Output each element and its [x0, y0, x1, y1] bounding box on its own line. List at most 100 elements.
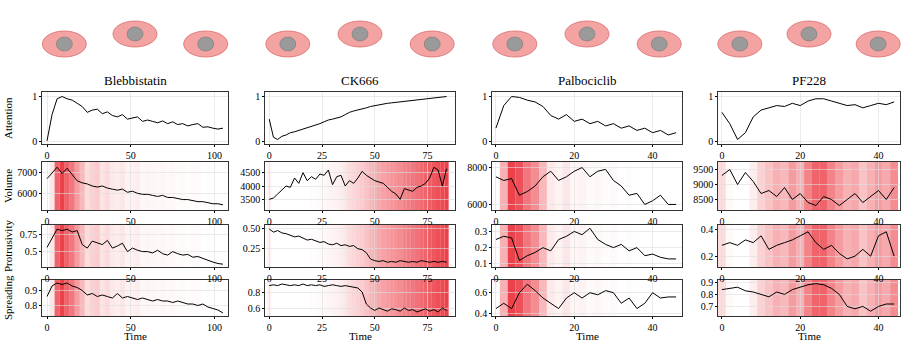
- svg-text:0: 0: [45, 322, 50, 333]
- svg-text:4500: 4500: [240, 167, 260, 178]
- svg-text:0.1: 0.1: [475, 258, 488, 269]
- svg-text:6000: 6000: [17, 188, 37, 199]
- svg-text:75: 75: [423, 150, 433, 161]
- svg-text:50: 50: [126, 216, 136, 227]
- svg-text:0: 0: [482, 136, 487, 147]
- svg-text:7000: 7000: [17, 167, 37, 178]
- svg-text:25: 25: [317, 322, 327, 333]
- svg-text:8500: 8500: [693, 194, 713, 205]
- svg-text:1: 1: [255, 91, 260, 102]
- svg-text:100: 100: [207, 322, 222, 333]
- svg-text:50: 50: [126, 322, 136, 333]
- svg-text:0: 0: [493, 322, 498, 333]
- svg-text:Time: Time: [124, 330, 147, 342]
- svg-text:0.5: 0.5: [25, 246, 38, 257]
- svg-text:25: 25: [317, 150, 327, 161]
- svg-text:0.9: 0.9: [701, 277, 714, 288]
- svg-text:100: 100: [207, 273, 222, 284]
- svg-text:75: 75: [423, 216, 433, 227]
- svg-text:40: 40: [873, 216, 883, 227]
- svg-text:25: 25: [317, 216, 327, 227]
- svg-text:Time: Time: [798, 330, 821, 342]
- svg-text:Attention: Attention: [2, 97, 14, 139]
- svg-text:0: 0: [493, 273, 498, 284]
- svg-text:1: 1: [708, 91, 713, 102]
- svg-text:PF228: PF228: [792, 73, 826, 88]
- svg-text:0.6: 0.6: [248, 303, 261, 314]
- svg-text:0: 0: [267, 322, 272, 333]
- svg-text:50: 50: [126, 273, 136, 284]
- svg-text:3500: 3500: [240, 194, 260, 205]
- svg-text:1: 1: [32, 91, 37, 102]
- svg-text:0.50: 0.50: [243, 223, 261, 234]
- svg-text:0: 0: [719, 216, 724, 227]
- svg-text:0.3: 0.3: [475, 226, 488, 237]
- svg-text:0.2: 0.2: [701, 251, 714, 262]
- svg-text:0.8: 0.8: [248, 287, 261, 298]
- svg-text:50: 50: [370, 150, 380, 161]
- svg-text:0: 0: [45, 273, 50, 284]
- svg-text:0: 0: [493, 216, 498, 227]
- svg-text:20: 20: [569, 322, 579, 333]
- svg-text:9000: 9000: [693, 179, 713, 190]
- svg-text:50: 50: [370, 322, 380, 333]
- svg-text:0.7: 0.7: [701, 301, 714, 312]
- svg-text:0: 0: [255, 136, 260, 147]
- svg-text:100: 100: [207, 150, 222, 161]
- svg-text:20: 20: [795, 150, 805, 161]
- svg-text:0.6: 0.6: [475, 287, 488, 298]
- svg-text:40: 40: [648, 273, 658, 284]
- svg-text:0: 0: [719, 273, 724, 284]
- svg-text:8000: 8000: [467, 162, 487, 173]
- svg-text:20: 20: [795, 273, 805, 284]
- svg-text:25: 25: [317, 273, 327, 284]
- svg-text:0: 0: [719, 150, 724, 161]
- svg-text:Time: Time: [349, 330, 372, 342]
- svg-text:Protrusivity: Protrusivity: [2, 220, 14, 272]
- svg-text:75: 75: [423, 273, 433, 284]
- svg-text:Palbociclib: Palbociclib: [558, 73, 617, 88]
- svg-text:0: 0: [45, 150, 50, 161]
- svg-text:40: 40: [873, 150, 883, 161]
- svg-text:100: 100: [207, 216, 222, 227]
- svg-text:20: 20: [569, 150, 579, 161]
- svg-text:0: 0: [32, 136, 37, 147]
- svg-text:40: 40: [648, 150, 658, 161]
- svg-text:0: 0: [267, 216, 272, 227]
- svg-text:50: 50: [370, 216, 380, 227]
- svg-text:0: 0: [493, 150, 498, 161]
- svg-text:40: 40: [873, 322, 883, 333]
- svg-text:50: 50: [126, 150, 136, 161]
- svg-text:6000: 6000: [467, 199, 487, 210]
- svg-text:0: 0: [45, 216, 50, 227]
- svg-text:40: 40: [873, 273, 883, 284]
- svg-text:75: 75: [423, 322, 433, 333]
- svg-text:1: 1: [482, 91, 487, 102]
- svg-text:0.2: 0.2: [475, 242, 488, 253]
- svg-text:0: 0: [719, 322, 724, 333]
- svg-text:20: 20: [569, 273, 579, 284]
- svg-text:0.4: 0.4: [475, 308, 488, 319]
- svg-text:20: 20: [795, 216, 805, 227]
- svg-text:0.25: 0.25: [243, 243, 261, 254]
- svg-text:20: 20: [569, 216, 579, 227]
- svg-text:0: 0: [267, 150, 272, 161]
- svg-text:9500: 9500: [693, 164, 713, 175]
- svg-text:20: 20: [795, 322, 805, 333]
- svg-text:40: 40: [648, 216, 658, 227]
- svg-text:0.8: 0.8: [701, 289, 714, 300]
- svg-text:0: 0: [708, 136, 713, 147]
- svg-text:Spreading: Spreading: [2, 275, 14, 320]
- svg-text:0.8: 0.8: [25, 300, 38, 311]
- svg-text:0.75: 0.75: [20, 229, 38, 240]
- svg-text:CK666: CK666: [341, 73, 379, 88]
- svg-text:0: 0: [267, 273, 272, 284]
- svg-text:50: 50: [370, 273, 380, 284]
- svg-text:Blebbistatin: Blebbistatin: [104, 73, 167, 88]
- svg-text:Volume: Volume: [2, 169, 14, 203]
- svg-text:40: 40: [648, 322, 658, 333]
- svg-text:0.4: 0.4: [701, 224, 714, 235]
- svg-text:Time: Time: [576, 330, 599, 342]
- svg-text:0.9: 0.9: [25, 285, 38, 296]
- svg-text:4000: 4000: [240, 181, 260, 192]
